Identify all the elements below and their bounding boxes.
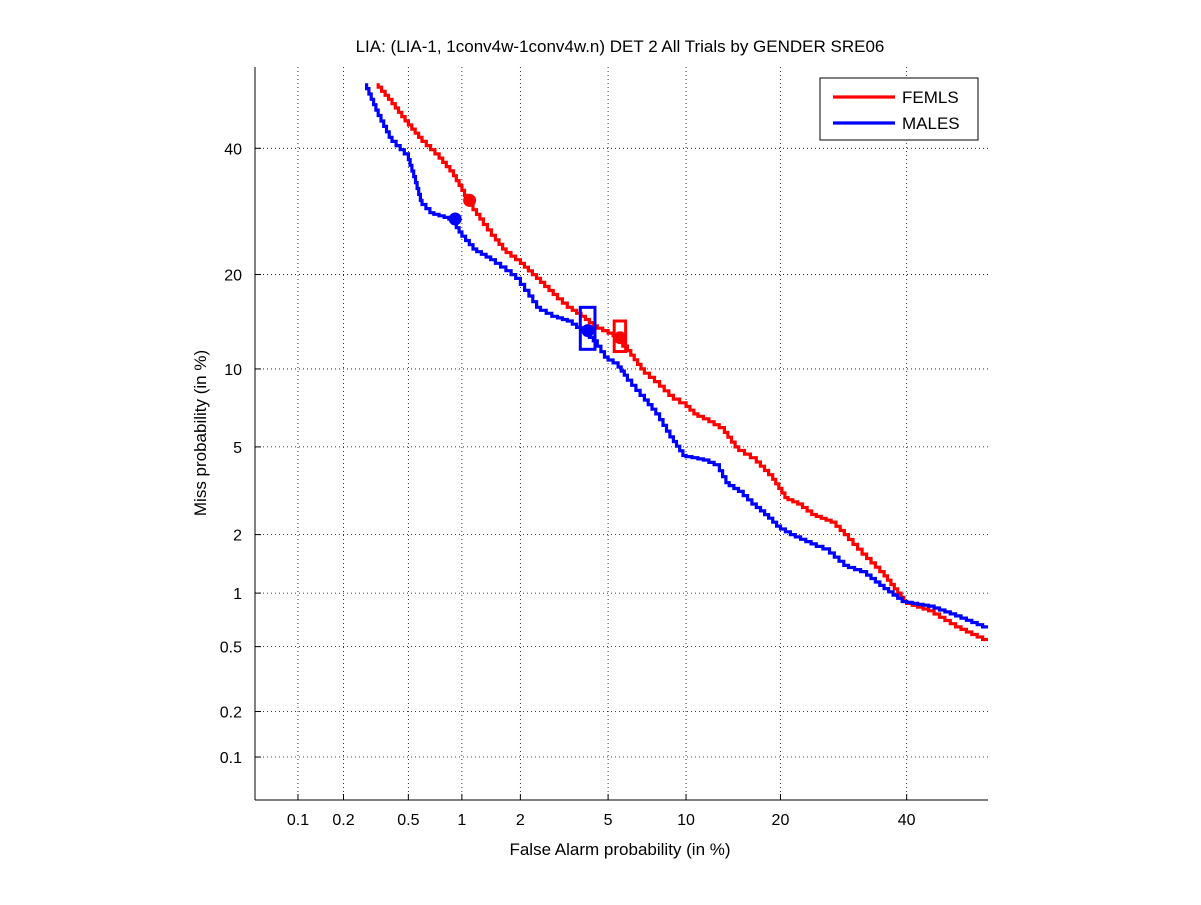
plot-area <box>365 83 988 642</box>
x-tick-label: 5 <box>604 812 613 829</box>
marker-dot-femls <box>463 193 477 207</box>
grid-lines <box>255 67 988 800</box>
y-tick-label: 20 <box>224 268 242 285</box>
legend-label-femls: FEMLS <box>902 88 959 107</box>
x-tick-label: 1 <box>457 812 466 829</box>
legend-box <box>819 77 979 141</box>
x-tick-label: 10 <box>677 812 695 829</box>
y-tick-label: 2 <box>233 528 242 545</box>
chart-title: LIA: (LIA-1, 1conv4w-1conv4w.n) DET 2 Al… <box>356 37 885 56</box>
x-tick-label: 20 <box>772 812 790 829</box>
y-tick-label: 5 <box>233 440 242 457</box>
series-line-males <box>365 83 988 629</box>
legend-label-males: MALES <box>902 114 960 133</box>
y-tick-label: 40 <box>224 141 242 158</box>
x-tick-label: 0.2 <box>332 812 354 829</box>
series-line-femls <box>376 83 988 642</box>
y-tick-label: 1 <box>233 586 242 603</box>
x-axis-label: False Alarm probability (in %) <box>509 840 730 859</box>
x-tick-label: 40 <box>898 812 916 829</box>
y-tick-label: 10 <box>224 362 242 379</box>
marker-dot-femls <box>613 331 627 345</box>
y-tick-label: 0.2 <box>220 705 242 722</box>
legend: FEMLS MALES <box>819 77 979 141</box>
x-tick-label: 0.1 <box>287 812 309 829</box>
y-tick-label: 0.5 <box>220 640 242 657</box>
x-tick-label: 2 <box>516 812 525 829</box>
marker-box-males <box>578 305 597 351</box>
marker-dot-males <box>448 212 462 226</box>
y-tick-label: 0.1 <box>220 750 242 767</box>
y-axis-label: Miss probability (in %) <box>191 350 210 516</box>
marker-dot-males <box>581 324 595 338</box>
x-tick-label: 0.5 <box>397 812 419 829</box>
